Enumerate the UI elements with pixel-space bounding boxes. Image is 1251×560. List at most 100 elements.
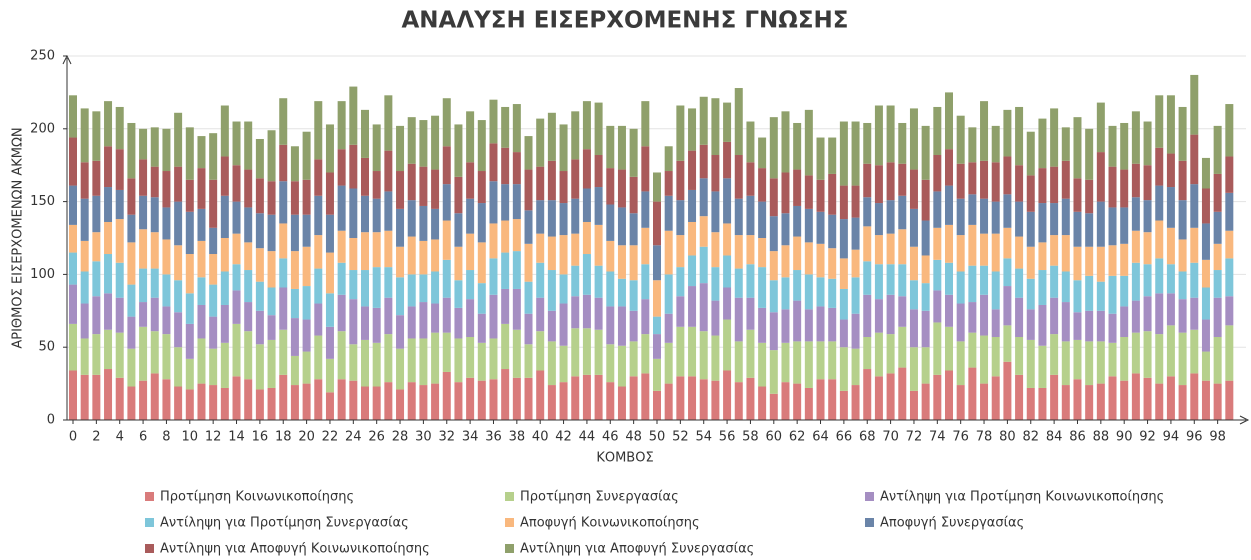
bar-segment (1213, 173, 1222, 212)
bar-segment (781, 309, 790, 343)
bar-segment (407, 382, 416, 420)
bar-segment (547, 112, 556, 161)
bar-segment (501, 184, 510, 221)
bar-segment (1201, 287, 1210, 320)
x-tick-label: 66 (836, 430, 853, 445)
bar-segment (863, 369, 872, 420)
bar-segment (349, 299, 358, 345)
x-tick-label: 76 (952, 430, 969, 445)
bar-segment (606, 168, 615, 205)
bar-segment (874, 235, 883, 265)
bar-segment (115, 377, 124, 420)
bar-segment (1166, 376, 1175, 420)
bar-segment (209, 227, 218, 255)
bar-segment (734, 297, 743, 342)
bar-segment (80, 240, 89, 272)
bar-segment (185, 254, 194, 294)
bar-segment (723, 287, 732, 320)
bar-segment (431, 332, 440, 384)
bar-segment (314, 379, 323, 420)
bar-segment (1073, 280, 1082, 313)
bar-segment (1003, 109, 1012, 157)
bar-segment (968, 224, 977, 266)
x-tick-label: 80 (999, 430, 1016, 445)
bar-segment (571, 159, 580, 199)
bar-segment (1026, 131, 1035, 176)
bar-segment (653, 201, 661, 246)
x-tick-label: 70 (882, 430, 899, 445)
bar-segment (746, 235, 755, 265)
bar-segment (641, 264, 650, 300)
bar-segment (769, 280, 778, 313)
x-tick-label: 16 (252, 430, 269, 445)
bar-segment (1166, 95, 1175, 154)
x-tick-label: 84 (1046, 430, 1063, 445)
bar-segment (699, 246, 708, 284)
bar-segment (431, 208, 440, 240)
bar-segment (325, 172, 334, 215)
bar-segment (454, 246, 463, 281)
bar-segment (828, 137, 837, 174)
bar-segment (255, 281, 264, 311)
bar-segment (653, 316, 661, 335)
bar-segment (1213, 297, 1222, 338)
bar-segment (466, 233, 475, 271)
bar-segment (1190, 262, 1199, 298)
bar-segment (921, 179, 930, 221)
bar-segment (127, 178, 136, 215)
bar-segment (115, 149, 124, 190)
bar-segment (723, 178, 732, 224)
bar-segment (945, 185, 953, 225)
bar-segment (1038, 387, 1047, 420)
bar-segment (991, 162, 1000, 202)
bar-segment (804, 309, 813, 342)
bar-segment (92, 261, 101, 297)
bar-segment (839, 390, 848, 420)
bar-segment (232, 165, 241, 202)
bar-segment (804, 274, 813, 310)
bar-segment (1038, 168, 1047, 204)
bar-segment (886, 264, 895, 295)
bar-segment (1201, 157, 1210, 189)
bar-segment (1085, 179, 1094, 214)
legend-label: Αντίληψη για Προτίμηση Συνεργασίας (160, 516, 409, 531)
bar-segment (419, 274, 428, 303)
bar-segment (980, 101, 989, 161)
bar-segment (1190, 373, 1199, 420)
bar-segment (699, 283, 708, 332)
bar-segment (816, 137, 825, 180)
bar-segment (302, 246, 311, 287)
bar-segment (617, 245, 626, 279)
bar-segment (220, 387, 229, 420)
bar-segment (477, 283, 486, 314)
bar-segment (909, 246, 918, 281)
bar-segment (793, 383, 802, 420)
bar-segment (1201, 259, 1210, 288)
bar-segment (489, 338, 498, 380)
x-tick-label: 8 (162, 430, 170, 445)
bar-segment (1201, 380, 1210, 420)
bar-segment (909, 108, 918, 170)
bar-segment (839, 121, 848, 186)
bar-segment (617, 207, 626, 246)
bar-segment (956, 115, 965, 164)
bar-segment (828, 214, 837, 249)
bar-segment (267, 214, 276, 252)
bar-segment (699, 144, 708, 179)
bar-segment (489, 294, 498, 339)
bar-segment (466, 337, 475, 378)
bar-segment (594, 224, 603, 266)
bar-segment (139, 159, 148, 196)
bar-segment (793, 341, 802, 384)
chart-title: ΑΝΑΛΥΣΗ ΕΙΣΕΡΧΟΜΕΝΗΣ ΓΝΩΣΗΣ (401, 8, 848, 34)
bar-segment (536, 331, 545, 371)
bar-segment (723, 102, 732, 142)
bar-segment (547, 310, 556, 342)
bar-segment (454, 176, 463, 214)
bar-segment (314, 335, 323, 380)
bar-segment (174, 347, 183, 387)
bar-segment (104, 369, 113, 420)
bar-segment (325, 252, 334, 294)
bar-segment (337, 149, 346, 186)
bar-segment (758, 168, 767, 202)
